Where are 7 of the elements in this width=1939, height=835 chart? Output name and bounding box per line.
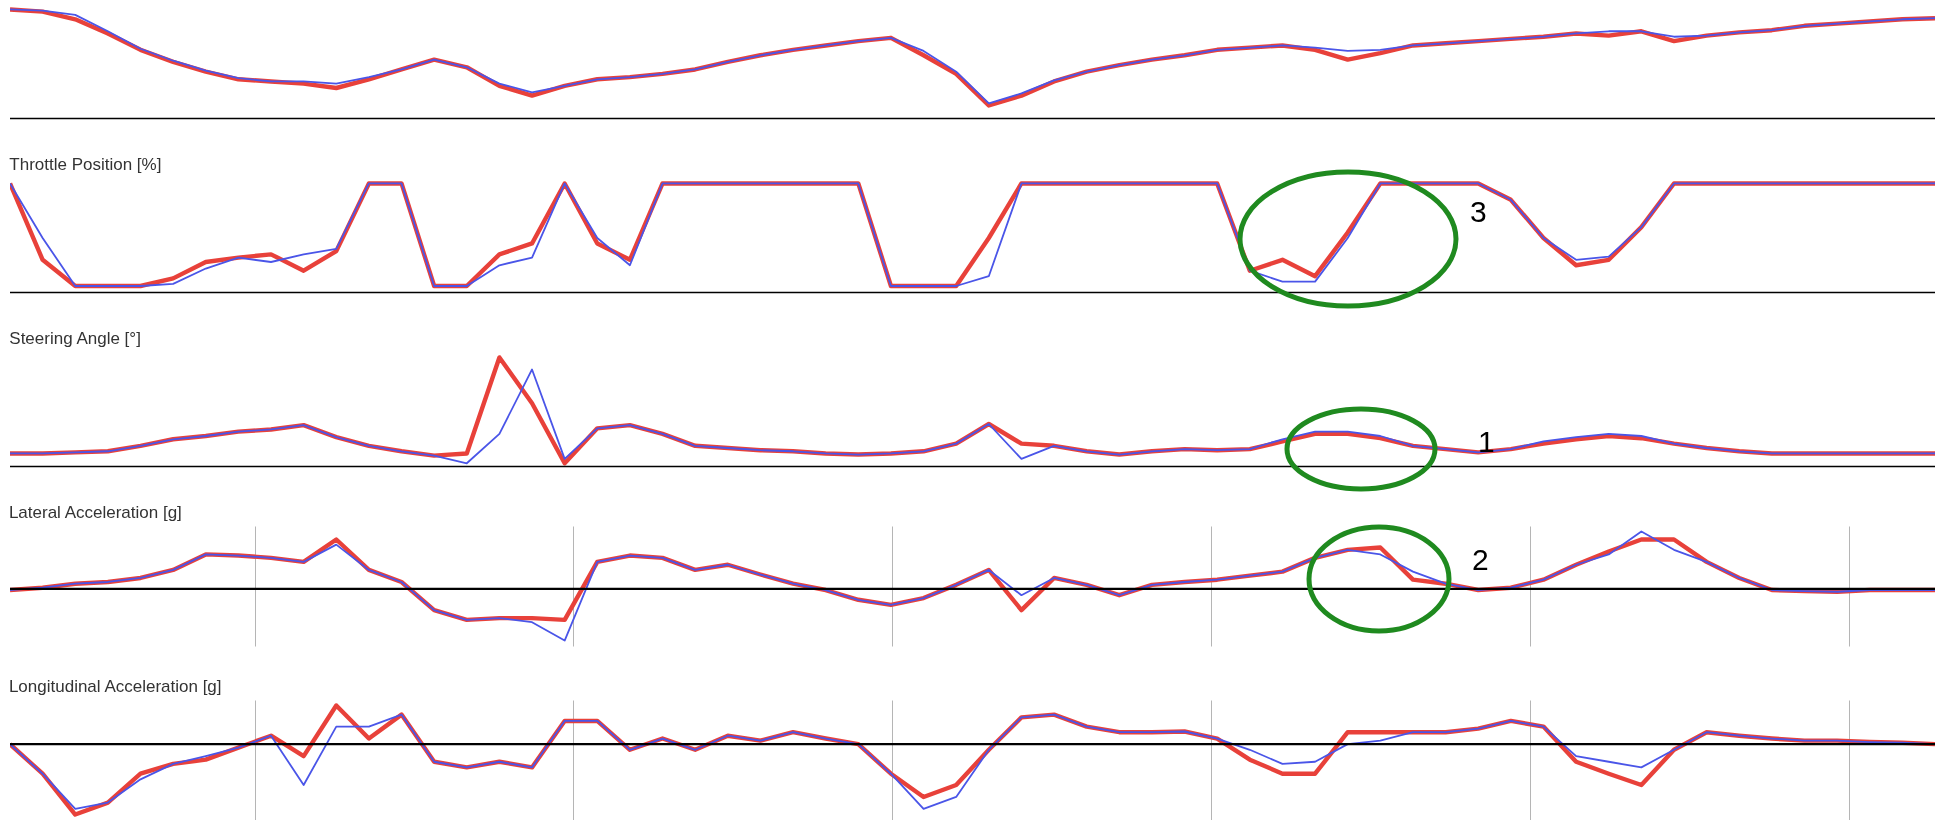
chart-title: Lateral Acceleration [g] (8, 503, 182, 522)
chart-title: Throttle Position [%] (9, 155, 162, 174)
annotation: 2 (1472, 543, 1489, 577)
chart-title: Longitudinal Acceleration [g] (8, 677, 222, 696)
chart-title: Steering Angle [°] (9, 329, 141, 348)
annotation: 1 (1478, 425, 1495, 459)
annotation: 3 (1470, 195, 1487, 229)
